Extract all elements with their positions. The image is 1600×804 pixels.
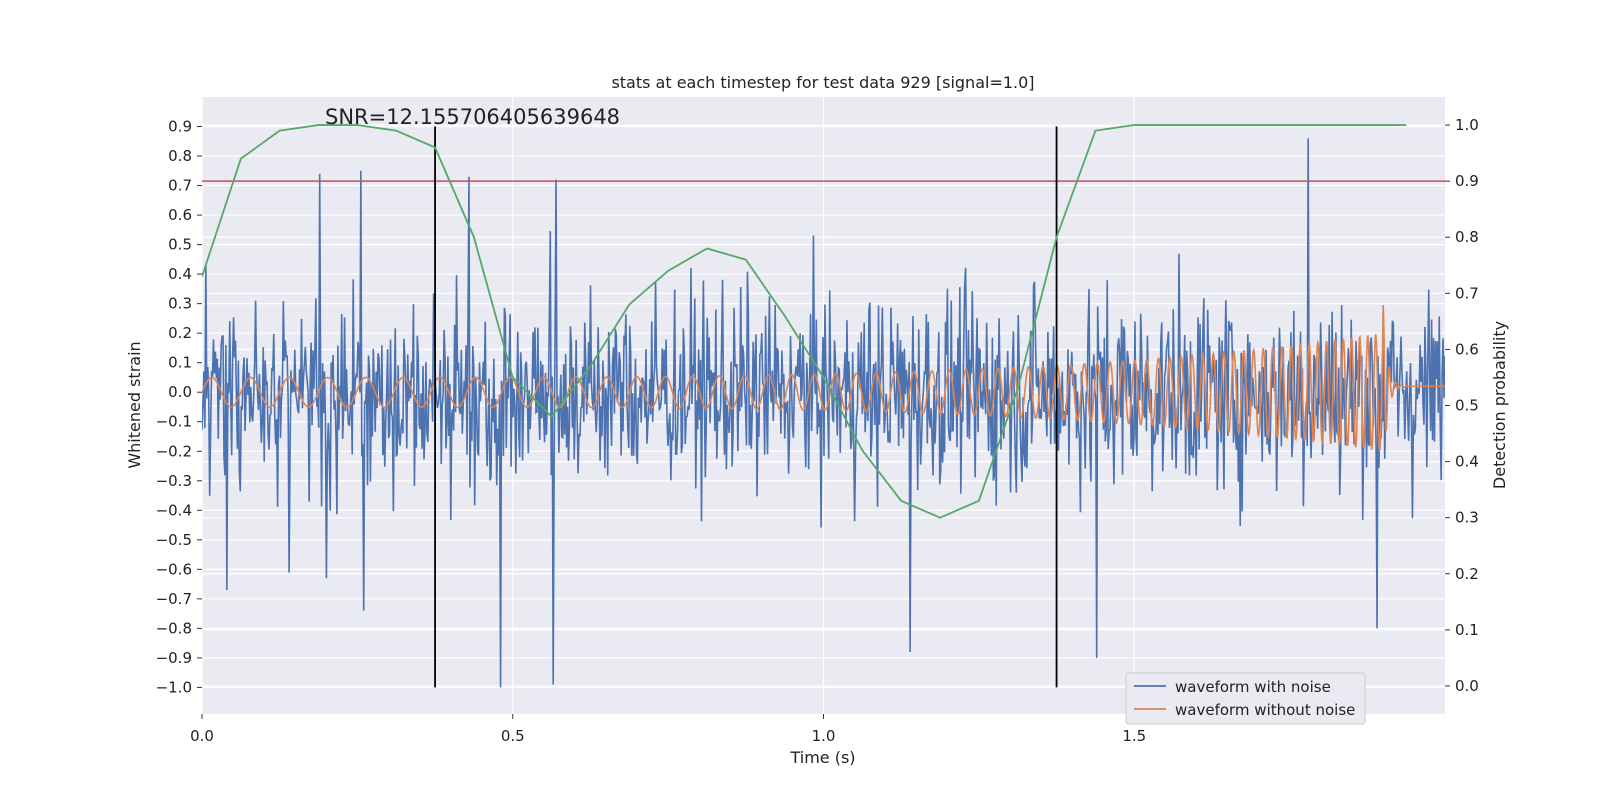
y-right-tick-label: 0.5: [1455, 397, 1479, 415]
y-left-tick-label: −0.8: [156, 619, 192, 637]
y-left-tick-label: −0.7: [156, 590, 192, 608]
y-right-tick-label: 0.6: [1455, 340, 1479, 358]
y-left-axis-ticks: 0.9 0.8 0.7 0.6 0.5 0.4 0.3 0.2 0.1 0.0 −0.1 −0.2 −0…: [156, 118, 202, 696]
y-right-tick-label: 0.3: [1455, 509, 1479, 527]
y-right-tick-label: 0.2: [1455, 565, 1479, 583]
x-axis-label: Time (s): [789, 748, 855, 767]
x-tick-label: 0.0: [190, 727, 214, 745]
y-right-tick-label: 0.8: [1455, 228, 1479, 246]
y-left-tick-label: 0.4: [168, 265, 192, 283]
detection-probability-line: [202, 124, 1407, 519]
y-left-tick-label: 0.5: [168, 236, 192, 254]
y-left-tick-label: −0.9: [156, 649, 192, 667]
y-left-tick-label: 0.7: [168, 177, 192, 195]
y-left-tick-label: −0.1: [156, 413, 192, 431]
y-right-tick-label: 1.0: [1455, 116, 1479, 134]
x-tick-label: 1.5: [1122, 727, 1146, 745]
chart-title: stats at each timestep for test data 929…: [611, 73, 1034, 92]
y-left-tick-label: 0.8: [168, 147, 192, 165]
legend-box: [1125, 672, 1366, 725]
x-tick-label: 0.5: [501, 727, 525, 745]
y-left-axis-label: Whitened strain: [125, 341, 144, 468]
y-left-tick-label: 0.1: [168, 354, 192, 372]
y-left-tick-label: −0.2: [156, 442, 192, 460]
y-left-tick-label: −0.4: [156, 501, 192, 519]
legend-label-clean: waveform without noise: [1175, 701, 1355, 719]
legend: waveform with noise waveform without noi…: [1125, 672, 1366, 725]
y-right-tick-label: 0.9: [1455, 172, 1479, 190]
legend-label-noise: waveform with noise: [1175, 678, 1331, 696]
y-right-tick-label: 0.4: [1455, 453, 1479, 471]
waveform-without-noise-line: [202, 305, 1445, 453]
vertical-markers: [434, 126, 1058, 688]
y-right-tick-label: 0.1: [1455, 621, 1479, 639]
y-left-tick-label: 0.6: [168, 206, 192, 224]
y-right-axis-ticks: 1.0 0.9 0.8 0.7 0.6 0.5 0.4 0.3 0.2 0.1 0.0: [1445, 116, 1479, 695]
y-left-tick-label: −0.6: [156, 560, 192, 578]
y-left-tick-label: 0.2: [168, 324, 192, 342]
y-right-tick-label: 0.7: [1455, 284, 1479, 302]
y-left-tick-label: −0.5: [156, 531, 192, 549]
y-left-tick-label: 0.9: [168, 118, 192, 136]
y-left-tick-label: −0.3: [156, 472, 192, 490]
y-right-tick-label: 0.0: [1455, 677, 1479, 695]
y-left-tick-label: 0.0: [168, 383, 192, 401]
x-tick-label: 1.0: [812, 727, 836, 745]
y-left-tick-label: 0.3: [168, 295, 192, 313]
snr-annotation: SNR=12.155706405639648: [325, 105, 620, 129]
y-left-tick-label: −1.0: [156, 678, 192, 696]
y-right-axis-label: Detection probability: [1490, 321, 1509, 489]
x-axis-ticks: 0.0 0.5 1.0 1.5: [190, 714, 1146, 745]
